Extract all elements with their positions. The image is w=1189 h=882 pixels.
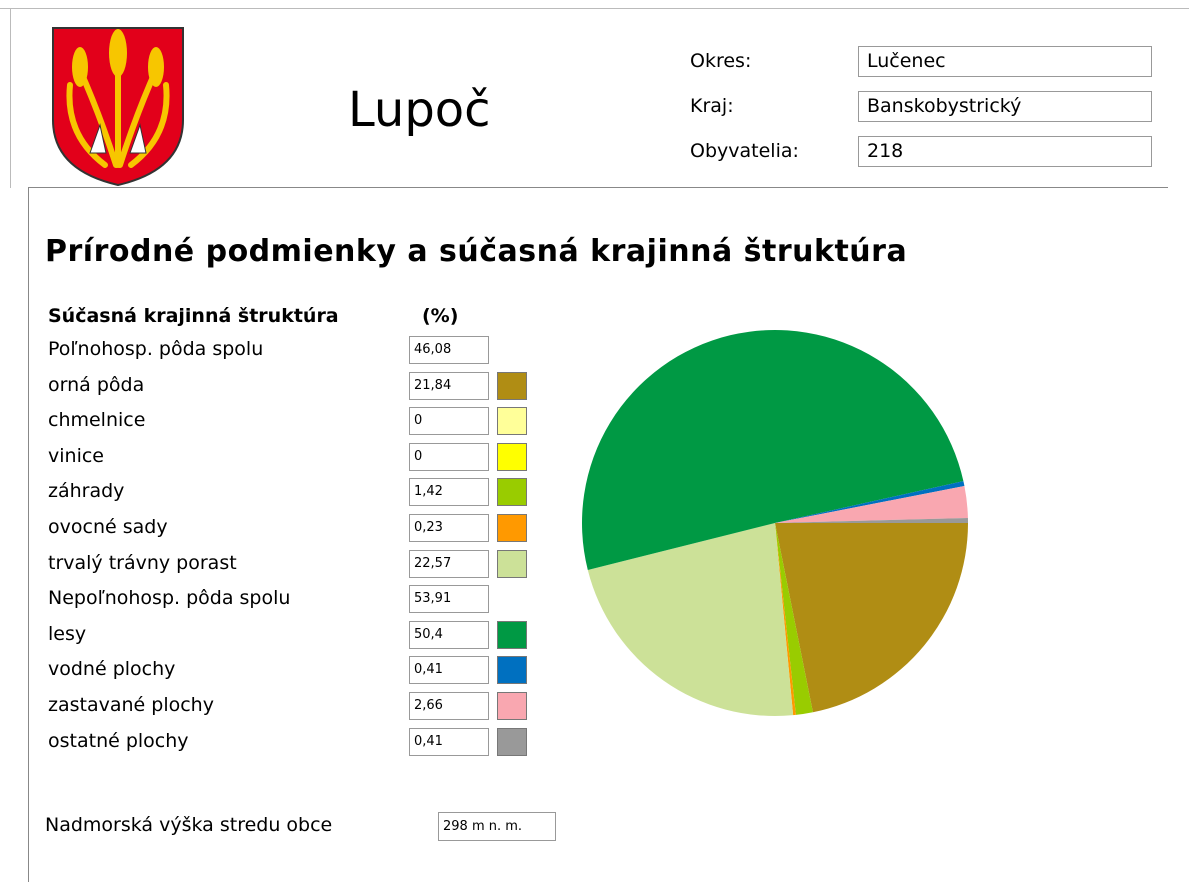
color-swatch xyxy=(497,478,527,507)
row-value: 53,91 xyxy=(409,585,489,614)
field-value: Banskobystrický xyxy=(858,91,1152,122)
row-label: zastavané plochy xyxy=(48,694,214,716)
row-value: 0 xyxy=(409,442,489,471)
elevation-label: Nadmorská výška stredu obce xyxy=(45,814,333,836)
field-label: Kraj: xyxy=(690,95,734,117)
content-border xyxy=(28,187,29,882)
pie-chart xyxy=(582,329,968,716)
pie-slice xyxy=(587,523,794,716)
row-label: orná pôda xyxy=(48,373,145,396)
row-value: 0,41 xyxy=(409,727,489,756)
row-value: 22,57 xyxy=(409,549,489,578)
row-value: 0 xyxy=(409,407,489,436)
page-title: Lupoč xyxy=(348,82,491,138)
row-value: 1,42 xyxy=(409,478,489,507)
color-swatch xyxy=(497,442,527,471)
color-swatch xyxy=(497,514,527,542)
row-label: trvalý trávny porast xyxy=(48,551,237,574)
row-label: Nepoľnohosp. pôda spolu xyxy=(48,587,291,610)
left-border xyxy=(10,8,11,188)
top-border xyxy=(0,8,1189,9)
field-label: Obyvatelia: xyxy=(690,140,799,162)
unit-header: (%) xyxy=(422,305,459,327)
pie-slice xyxy=(775,481,965,523)
pie-slice xyxy=(775,523,813,715)
field-value: 218 xyxy=(858,136,1152,167)
color-swatch xyxy=(497,620,527,649)
row-value: 21,84 xyxy=(409,371,489,400)
row-value: 0,41 xyxy=(409,656,489,685)
color-swatch xyxy=(497,549,527,578)
pie-slice xyxy=(775,523,796,716)
pie-slice xyxy=(775,523,968,713)
color-swatch xyxy=(497,692,527,720)
color-swatch xyxy=(497,371,527,400)
row-value: 0,23 xyxy=(409,514,489,542)
row-value: 50,4 xyxy=(409,620,489,649)
color-swatch xyxy=(497,727,527,756)
row-label: vinice xyxy=(48,444,104,467)
row-value: 2,66 xyxy=(409,692,489,720)
row-label: vodné plochy xyxy=(48,658,176,681)
separator xyxy=(28,187,1168,188)
elevation-value: 298 m n. m. xyxy=(438,812,556,841)
row-value: 46,08 xyxy=(409,336,489,364)
row-label: ovocné sady xyxy=(48,516,168,538)
section-title: Prírodné podmienky a súčasná krajinná št… xyxy=(45,234,908,269)
color-swatch xyxy=(497,407,527,436)
field-label: Okres: xyxy=(690,50,752,72)
row-label: ostatné plochy xyxy=(48,729,189,752)
table-header: Súčasná krajinná štruktúra xyxy=(48,305,339,327)
coat-of-arms xyxy=(52,27,184,187)
pie-slice xyxy=(775,485,968,523)
color-swatch xyxy=(497,656,527,685)
row-label: Poľnohosp. pôda spolu xyxy=(48,338,264,360)
row-label: chmelnice xyxy=(48,409,146,432)
pie-slice xyxy=(582,329,964,570)
field-value: Lučenec xyxy=(858,46,1152,77)
row-label: lesy xyxy=(48,622,87,645)
row-label: záhrady xyxy=(48,480,125,503)
pie-slice xyxy=(775,518,968,523)
